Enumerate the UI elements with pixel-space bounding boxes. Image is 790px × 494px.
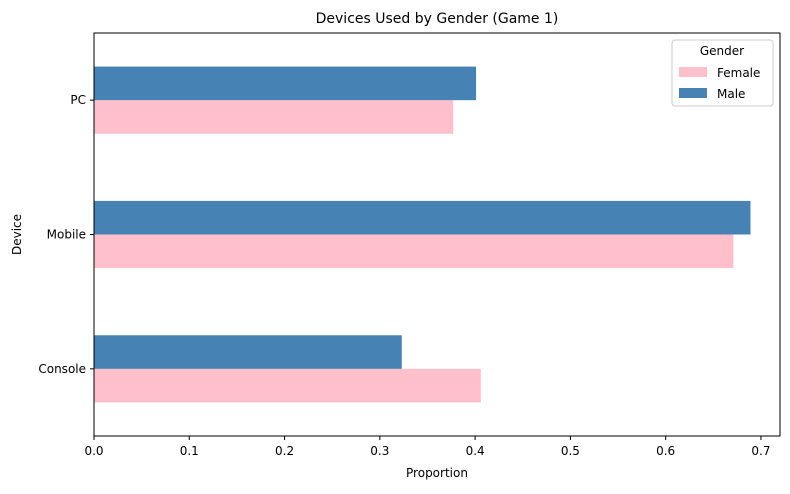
bars-layer xyxy=(94,66,751,403)
x-tick-label: 0.5 xyxy=(561,444,580,458)
x-tick-label: 0.7 xyxy=(751,444,770,458)
y-tick-label: Console xyxy=(38,362,86,376)
legend-label-male: Male xyxy=(717,87,745,101)
x-tick-label: 0.1 xyxy=(180,444,199,458)
bar-female-mobile xyxy=(94,234,734,269)
x-tick-label: 0.3 xyxy=(370,444,389,458)
x-tick-label: 0.0 xyxy=(84,444,103,458)
legend-swatch-female xyxy=(679,67,707,77)
y-axis-label: Device xyxy=(10,214,24,255)
legend: Gender Female Male xyxy=(671,39,774,107)
x-ticks: 0.0 0.1 0.2 0.3 0.4 0.5 0.6 0.7 xyxy=(84,436,770,458)
bar-male-mobile xyxy=(94,200,751,235)
legend-swatch-male xyxy=(679,88,707,98)
y-tick-label: Mobile xyxy=(47,228,86,242)
y-tick-label: PC xyxy=(70,93,86,107)
x-tick-label: 0.2 xyxy=(275,444,294,458)
x-tick-label: 0.6 xyxy=(656,444,675,458)
y-ticks: Console Mobile PC xyxy=(38,93,94,376)
chart-title: Devices Used by Gender (Game 1) xyxy=(316,11,559,27)
bar-male-console xyxy=(94,335,402,369)
x-tick-label: 0.4 xyxy=(466,444,485,458)
x-axis-label: Proportion xyxy=(406,466,468,480)
bar-female-console xyxy=(94,368,481,403)
legend-title: Gender xyxy=(700,44,744,58)
legend-label-female: Female xyxy=(717,66,760,80)
bar-male-pc xyxy=(94,66,477,101)
legend-entries: Female Male xyxy=(679,66,760,101)
bar-female-pc xyxy=(94,100,454,134)
